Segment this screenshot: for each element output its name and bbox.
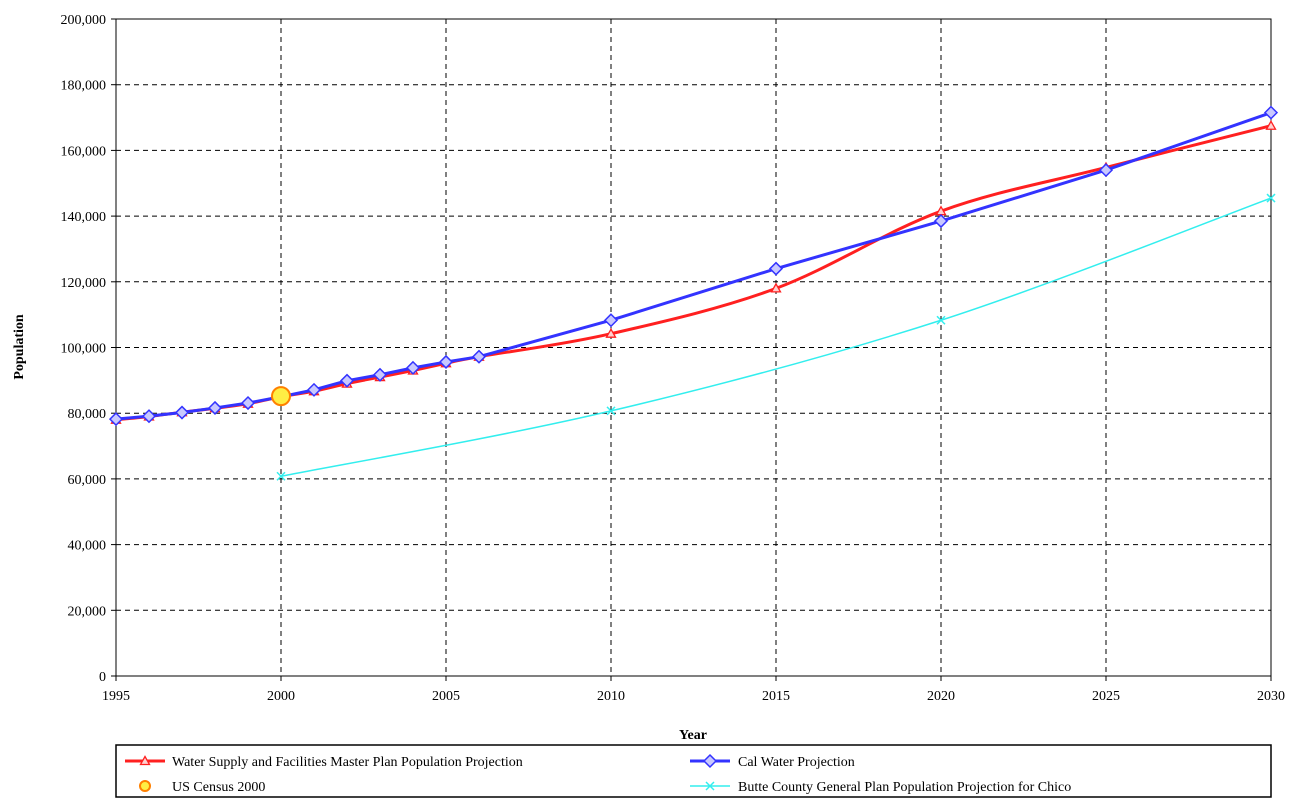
data-point [108, 412, 124, 427]
legend-marker [139, 755, 151, 766]
x-tick-label: 1995 [102, 689, 130, 704]
data-point [438, 354, 454, 370]
data-point [770, 282, 782, 293]
y-tick-label: 0 [99, 670, 106, 685]
x-tick-label: 2030 [1257, 689, 1285, 704]
y-tick-label: 160,000 [61, 144, 107, 159]
y-tick-label: 80,000 [68, 407, 107, 422]
data-point [339, 373, 355, 388]
legend-item: Butte County General Plan Population Pro… [690, 780, 1071, 795]
data-point [603, 313, 619, 328]
legend-label: US Census 2000 [172, 780, 265, 795]
data-point [174, 405, 190, 420]
legend-label: Water Supply and Facilities Master Plan … [172, 755, 523, 770]
data-point [1265, 119, 1277, 130]
y-tick-label: 100,000 [61, 342, 107, 357]
series-line [115, 124, 1272, 422]
data-point [240, 395, 256, 411]
series-butte-county-general-plan-population-projection-for-chico [276, 193, 1276, 481]
legend-marker [705, 781, 715, 791]
data-point [306, 382, 322, 397]
gridlines [116, 19, 1271, 676]
x-axis-title: Year [679, 728, 707, 743]
data-point [768, 261, 784, 276]
data-point [207, 400, 223, 416]
x-tick-label: 2025 [1092, 689, 1120, 704]
series-cal-water-projection [108, 105, 1279, 427]
y-tick-label: 120,000 [61, 276, 107, 291]
data-point [372, 367, 388, 382]
x-marker-stroke [276, 471, 286, 481]
axis-ticks: 1995 2000 2005 2010 2015 2020 2025 2030 0 20,000 4… [61, 13, 1286, 704]
series-line [115, 111, 1272, 421]
data-point [1266, 193, 1276, 203]
legend-label: Butte County General Plan Population Pro… [738, 780, 1071, 795]
x-marker-stroke [1266, 193, 1276, 203]
data-point [471, 349, 487, 364]
data-point [1263, 105, 1279, 120]
y-tick-label: 180,000 [61, 79, 107, 94]
legend-item: Water Supply and Facilities Master Plan … [125, 755, 523, 770]
data-series [108, 105, 1279, 481]
y-tick-label: 140,000 [61, 210, 107, 225]
series-line [280, 197, 1272, 478]
y-tick-label: 20,000 [68, 604, 107, 619]
y-tick-label: 40,000 [68, 539, 107, 554]
x-tick-label: 2015 [762, 689, 790, 704]
data-point [936, 315, 946, 325]
x-tick-label: 2005 [432, 689, 460, 704]
data-point [933, 213, 949, 229]
legend-box [115, 744, 1272, 798]
y-axis-title: Population [12, 314, 27, 380]
x-marker-stroke [936, 315, 946, 325]
legend-marker [139, 780, 151, 792]
y-tick-label: 60,000 [68, 473, 107, 488]
data-point [1098, 163, 1114, 178]
data-point [606, 406, 616, 416]
x-tick-label: 2000 [267, 689, 295, 704]
legend-marker [702, 753, 718, 769]
data-point [271, 386, 291, 407]
x-marker-stroke [606, 406, 616, 416]
legend-item: Cal Water Projection [690, 753, 855, 770]
data-point [141, 409, 157, 424]
legend-item: US Census 2000 [139, 780, 265, 795]
y-tick-label: 200,000 [61, 13, 107, 28]
data-point [605, 327, 617, 338]
series-water-supply-and-facilities-master-plan-population-projection [110, 119, 1277, 424]
data-point [276, 471, 286, 481]
legend: Water Supply and Facilities Master Plan … [115, 744, 1272, 798]
x-tick-label: 2020 [927, 689, 955, 704]
legend-label: Cal Water Projection [738, 755, 855, 770]
x-marker-stroke [705, 781, 715, 791]
x-tick-label: 2010 [597, 689, 625, 704]
series-us-census-2000 [271, 386, 291, 407]
data-point [405, 360, 421, 375]
